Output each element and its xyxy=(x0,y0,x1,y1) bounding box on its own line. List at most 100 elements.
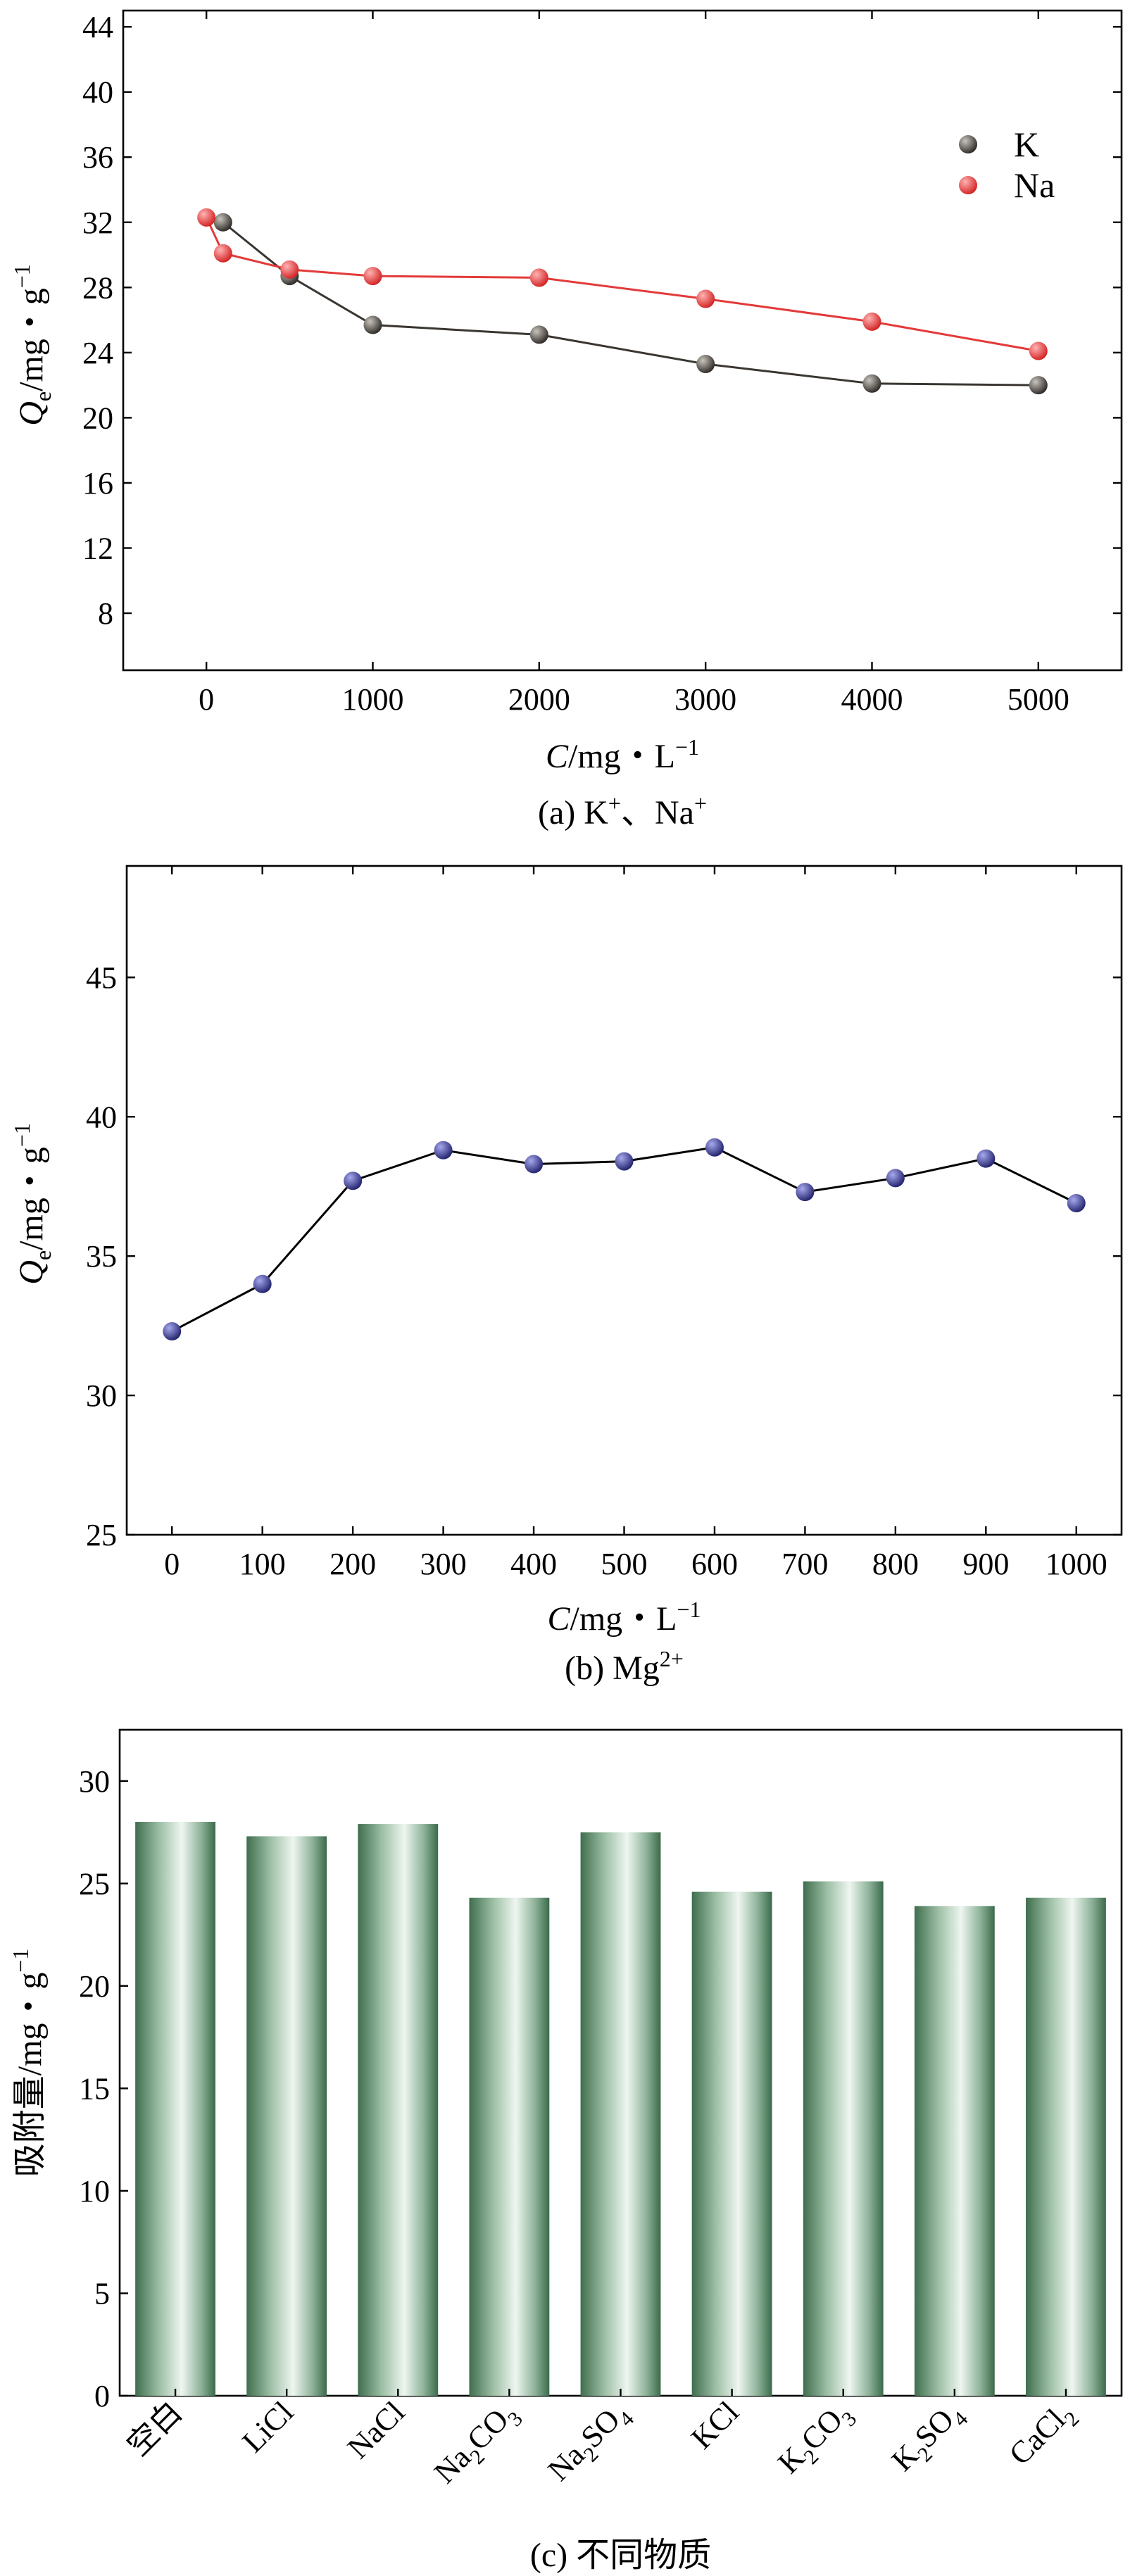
x-tick-label: 900 xyxy=(962,1547,1009,1581)
bar xyxy=(803,1881,884,2396)
text-part: −1 xyxy=(9,1123,34,1147)
y-tick-label: 40 xyxy=(82,75,113,110)
text-part: 、Na xyxy=(621,794,694,831)
x-category-label: K2SO4 xyxy=(885,2394,972,2482)
x-tick-label: 1000 xyxy=(1046,1547,1107,1581)
data-point-na xyxy=(696,289,715,308)
data-point-na xyxy=(280,260,299,279)
text-part: −1 xyxy=(675,734,699,760)
y-tick-label: 36 xyxy=(82,140,113,175)
y-tick-label: 40 xyxy=(86,1100,117,1134)
bar xyxy=(358,1823,439,2396)
text-part: Q xyxy=(13,1260,50,1285)
text-part: e xyxy=(30,1250,56,1260)
text-part: Q xyxy=(13,401,50,426)
y-tick-label: 0 xyxy=(94,2379,110,2413)
data-point-mg xyxy=(344,1171,363,1190)
text-part: (b) Mg xyxy=(565,1650,660,1686)
x-category-label: Na2CO3 xyxy=(427,2394,527,2494)
data-point-mg xyxy=(525,1155,544,1174)
x-category-label: NaCl xyxy=(341,2394,411,2465)
y-tick-label: 5 xyxy=(94,2276,110,2311)
chart-caption: (c) 不同物质 xyxy=(530,2537,711,2574)
text-part: (a) K xyxy=(538,794,608,831)
text-part: LiCl xyxy=(236,2394,301,2459)
data-point-k xyxy=(1029,376,1048,395)
y-tick-label: 8 xyxy=(98,596,113,631)
x-tick-label: 200 xyxy=(329,1547,376,1581)
x-category-label: K2CO3 xyxy=(771,2394,861,2484)
x-tick-label: 700 xyxy=(781,1547,828,1581)
text-part: −1 xyxy=(677,1597,701,1622)
data-point-k xyxy=(213,213,232,232)
y-tick-label: 10 xyxy=(79,2174,110,2209)
y-axis-label: Qe/mg・g−1 xyxy=(9,1123,56,1285)
bar xyxy=(246,1836,327,2396)
series-line-na xyxy=(205,217,1039,353)
text-part: KCl xyxy=(684,2394,746,2456)
x-axis-label: C/mg・L−1 xyxy=(547,1597,701,1638)
bar xyxy=(691,1891,772,2396)
data-point-mg xyxy=(434,1141,453,1160)
y-tick-label: 28 xyxy=(82,270,113,305)
legend-marker-na xyxy=(959,176,977,194)
data-point-k xyxy=(529,325,548,344)
data-point-k xyxy=(862,374,881,393)
x-category-label: Na2SO4 xyxy=(541,2394,639,2492)
text-part: 2+ xyxy=(660,1646,684,1671)
text-part: −1 xyxy=(8,1949,33,1973)
x-category-label: KCl xyxy=(684,2394,746,2456)
y-tick-label: 45 xyxy=(86,960,117,995)
x-tick-label: 1000 xyxy=(342,682,404,717)
text-part: −1 xyxy=(9,264,34,288)
data-point-na xyxy=(1029,341,1048,360)
y-tick-label: 30 xyxy=(79,1764,110,1799)
x-tick-label: 3000 xyxy=(674,682,736,717)
data-point-mg xyxy=(977,1149,996,1168)
data-point-mg xyxy=(253,1274,272,1293)
series-line-k xyxy=(222,221,1038,387)
y-tick-label: 16 xyxy=(82,466,113,501)
data-point-na xyxy=(529,268,548,287)
bar xyxy=(1026,1897,1106,2396)
text-part: e xyxy=(30,391,56,401)
bar xyxy=(135,1821,215,2396)
x-tick-label: 4000 xyxy=(841,682,903,717)
x-category-label: CaCl2 xyxy=(1003,2394,1084,2476)
y-tick-label: 24 xyxy=(82,336,113,370)
y-tick-label: 30 xyxy=(86,1378,117,1413)
text-part: /mg・g xyxy=(13,288,50,391)
data-point-mg xyxy=(705,1138,724,1157)
plot-frame xyxy=(125,865,1123,1536)
chart-a-k-na-adsorption: 0 1000 2000 3000 4000 5000 8 12 16 20 24 28 32 36 40 44… xyxy=(9,9,1123,831)
y-tick-label: 20 xyxy=(79,1969,110,2004)
series-line-mg xyxy=(171,1146,1077,1333)
x-tick-label: 5000 xyxy=(1007,682,1069,717)
data-point-na xyxy=(213,244,232,263)
x-tick-label: 0 xyxy=(199,682,214,717)
data-point-mg xyxy=(796,1183,815,1202)
bar xyxy=(914,1906,995,2396)
y-tick-label: 25 xyxy=(86,1518,117,1552)
legend-label-k: K xyxy=(1014,125,1039,164)
data-point-na xyxy=(862,312,881,331)
x-tick-label: 2000 xyxy=(508,682,570,717)
y-tick-label: 44 xyxy=(82,10,113,44)
text-part: 空白 xyxy=(120,2394,189,2463)
x-tick-label: 600 xyxy=(691,1547,738,1581)
y-tick-label: 25 xyxy=(79,1866,110,1901)
data-point-na xyxy=(197,208,216,227)
text-part: 吸附量/mg・g xyxy=(11,1973,49,2178)
y-axis-label: Qe/mg・g−1 xyxy=(9,264,56,426)
x-tick-label: 0 xyxy=(164,1547,180,1581)
y-tick-label: 12 xyxy=(82,531,113,565)
data-point-k xyxy=(363,315,382,334)
y-tick-label: 15 xyxy=(79,2071,110,2106)
text-part: + xyxy=(694,791,707,816)
x-tick-label: 500 xyxy=(601,1547,648,1581)
data-point-mg xyxy=(1067,1193,1086,1212)
x-axis-label: C/mg・L−1 xyxy=(546,734,699,775)
text-part: /mg・L xyxy=(570,1600,677,1638)
data-point-k xyxy=(696,355,715,374)
